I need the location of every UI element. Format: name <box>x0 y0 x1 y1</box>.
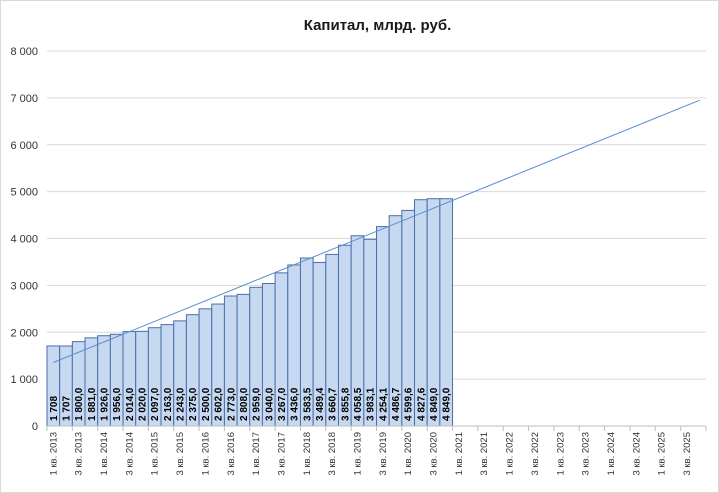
x-tick-label: 1 кв. 2019 <box>352 432 363 476</box>
x-tick-label: 1 кв. 2021 <box>454 432 465 476</box>
data-label: 4 827,6 <box>416 387 427 421</box>
x-tick-label: 3 кв. 2016 <box>226 432 237 476</box>
x-tick-label: 3 кв. 2018 <box>327 432 338 476</box>
data-label: 2 808,0 <box>239 387 250 421</box>
data-label: 2 097,0 <box>150 387 161 421</box>
data-label: 2 500,0 <box>201 387 212 421</box>
x-tick-label: 3 кв. 2015 <box>175 432 186 476</box>
x-tick-label: 1 кв. 2017 <box>251 432 262 476</box>
data-label: 2 243,0 <box>176 387 187 421</box>
x-tick-label: 1 кв. 2018 <box>302 432 313 476</box>
x-tick-label: 1 кв. 2014 <box>99 432 110 476</box>
data-label: 4 599,6 <box>404 387 415 421</box>
x-tick-label: 1 кв. 2015 <box>150 432 161 476</box>
y-tick-label: 5 000 <box>10 187 38 199</box>
data-label: 1 800,0 <box>74 387 85 421</box>
data-label: 2 375,0 <box>188 387 199 421</box>
y-tick-label: 3 000 <box>10 280 38 292</box>
y-tick-label: 2 000 <box>10 327 38 339</box>
x-tick-label: 3 кв. 2025 <box>682 432 693 476</box>
x-tick-label: 3 кв. 2023 <box>581 432 592 476</box>
data-label: 2 959,0 <box>252 387 263 421</box>
data-label: 1 881,0 <box>87 387 98 421</box>
x-tick-label: 3 кв. 2013 <box>74 432 85 476</box>
x-tick-label: 1 кв. 2024 <box>606 432 617 476</box>
x-tick-label: 3 кв. 2014 <box>124 432 135 476</box>
data-label: 3 983,1 <box>366 387 377 421</box>
data-label: 2 020,0 <box>138 387 149 421</box>
data-label: 3 489,4 <box>315 387 326 421</box>
x-tick-label: 1 кв. 2025 <box>657 432 668 476</box>
y-tick-label: 6 000 <box>10 140 38 152</box>
data-label: 4 058,5 <box>353 387 364 421</box>
x-tick-label: 3 кв. 2019 <box>378 432 389 476</box>
data-label: 2 014,0 <box>125 387 136 421</box>
data-label: 3 436,0 <box>290 387 301 421</box>
x-tick-label: 1 кв. 2013 <box>48 432 59 476</box>
data-label: 4 254,1 <box>378 387 389 421</box>
y-tick-label: 1 000 <box>10 374 38 386</box>
data-label: 4 849,0 <box>442 387 453 421</box>
x-tick-label: 3 кв. 2020 <box>429 432 440 476</box>
data-label: 2 163,0 <box>163 387 174 421</box>
data-label: 1 926,0 <box>100 387 111 421</box>
x-tick-label: 3 кв. 2017 <box>276 432 287 476</box>
trendline <box>53 99 700 363</box>
data-label: 2 602,0 <box>214 387 225 421</box>
chart-title: Капитал, млрд. руб. <box>304 17 452 34</box>
data-label: 4 486,7 <box>391 387 402 421</box>
x-tick-label: 1 кв. 2022 <box>505 432 516 476</box>
data-label: 2 773,0 <box>226 387 237 421</box>
data-label: 3 660,7 <box>328 387 339 421</box>
y-tick-label: 0 <box>32 421 38 433</box>
data-label: 1 708 <box>49 396 60 421</box>
x-tick-label: 1 кв. 2020 <box>403 432 414 476</box>
x-tick-label: 3 кв. 2021 <box>479 432 490 476</box>
data-label: 1 707 <box>62 396 73 421</box>
data-label: 1 956,0 <box>112 387 123 421</box>
y-tick-label: 7 000 <box>10 93 38 105</box>
x-tick-label: 3 кв. 2022 <box>530 432 541 476</box>
x-tick-label: 3 кв. 2024 <box>631 432 642 476</box>
data-label: 3 855,8 <box>340 387 351 421</box>
x-tick-label: 1 кв. 2016 <box>200 432 211 476</box>
y-tick-label: 8 000 <box>10 46 38 58</box>
data-label: 3 040,0 <box>264 387 275 421</box>
y-tick-label: 4 000 <box>10 234 38 246</box>
data-label: 3 583,5 <box>302 387 313 421</box>
data-label: 4 849,0 <box>429 387 440 421</box>
x-tick-label: 1 кв. 2023 <box>555 432 566 476</box>
data-label: 3 267,0 <box>277 387 288 421</box>
